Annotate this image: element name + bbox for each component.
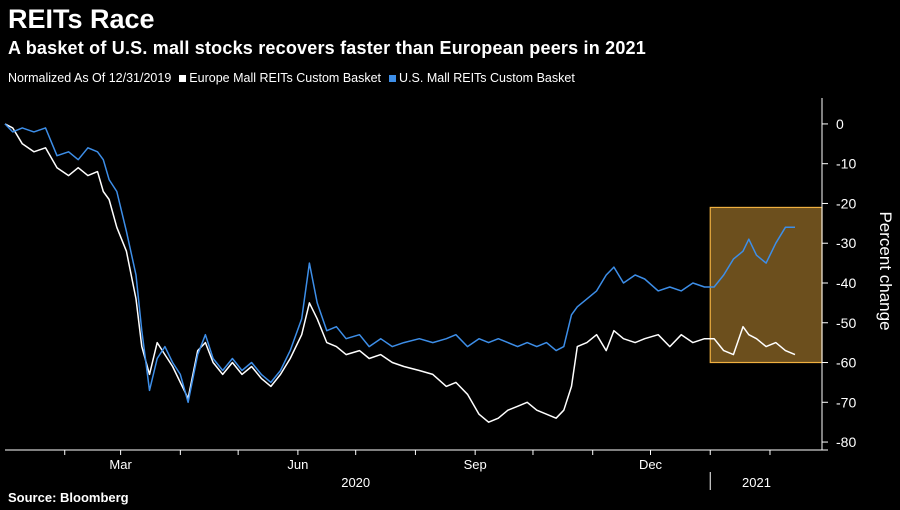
y-tick-label: -10 bbox=[836, 156, 856, 172]
chart-subtitle: A basket of U.S. mall stocks recovers fa… bbox=[8, 38, 646, 58]
legend: Normalized As Of 12/31/2019 Europe Mall … bbox=[8, 71, 575, 85]
y-tick-label: -80 bbox=[836, 434, 856, 450]
chart-title: REITs Race bbox=[8, 4, 155, 34]
highlight-box bbox=[709, 206, 823, 364]
x-tick-label: Dec bbox=[639, 457, 663, 472]
y-tick-label: -20 bbox=[836, 195, 856, 211]
y-tick-label: -60 bbox=[836, 355, 856, 371]
x-year-label: 2020 bbox=[341, 475, 370, 490]
legend-swatch-europe bbox=[179, 75, 187, 83]
x-year-label: 2021 bbox=[742, 475, 771, 490]
y-tick-label: -70 bbox=[836, 394, 856, 410]
legend-item-us: U.S. Mall REITs Custom Basket bbox=[389, 71, 575, 85]
legend-note: Normalized As Of 12/31/2019 bbox=[8, 71, 172, 85]
legend-swatch-us bbox=[389, 75, 397, 83]
x-tick-label: Mar bbox=[109, 457, 132, 472]
legend-item-europe: Europe Mall REITs Custom Basket bbox=[179, 71, 381, 85]
y-tick-label: -40 bbox=[836, 275, 856, 291]
x-tick-label: Sep bbox=[464, 457, 487, 472]
y-tick-label: -50 bbox=[836, 315, 856, 331]
legend-label-us: U.S. Mall REITs Custom Basket bbox=[399, 71, 575, 85]
source-note: Source: Bloomberg bbox=[8, 490, 129, 505]
series-line-us bbox=[4, 123, 795, 404]
x-tick-label: Jun bbox=[287, 457, 308, 472]
legend-label-europe: Europe Mall REITs Custom Basket bbox=[189, 71, 382, 85]
y-axis-label: Percent change bbox=[876, 211, 895, 330]
series-line-europe bbox=[4, 123, 796, 423]
y-tick-label: 0 bbox=[836, 116, 844, 132]
y-tick-label: -30 bbox=[836, 235, 856, 251]
